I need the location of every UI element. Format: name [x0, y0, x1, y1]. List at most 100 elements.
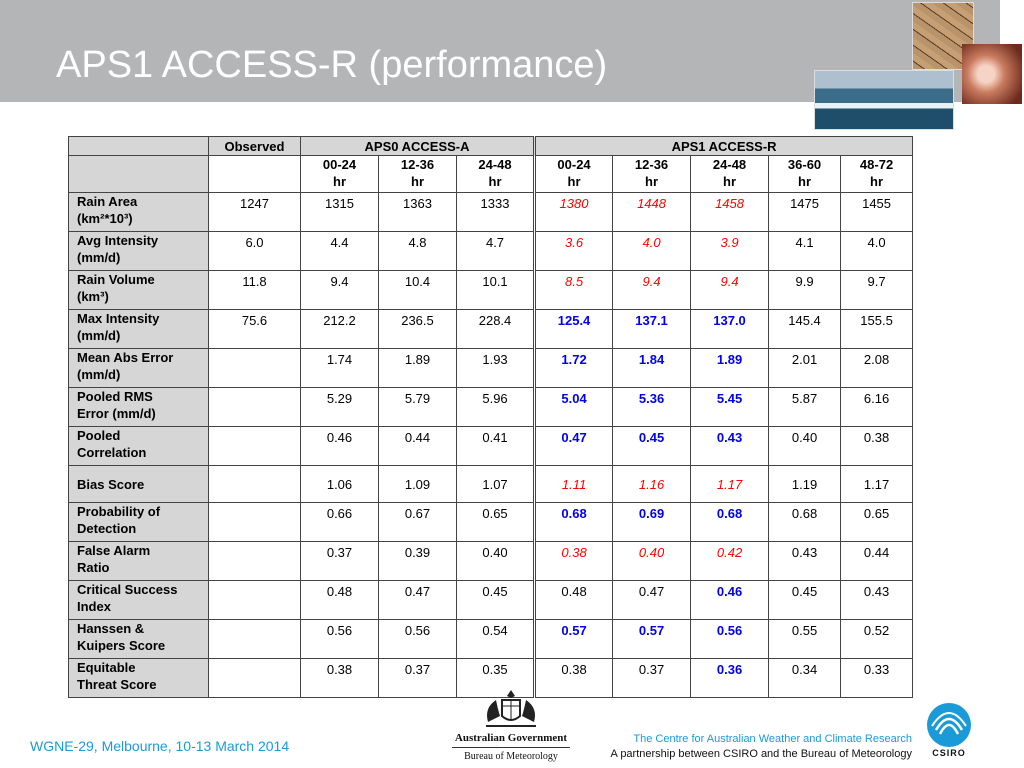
row-label: Bias Score — [68, 465, 209, 503]
row-label: Pooled Correlation — [68, 426, 209, 466]
period-range: 00-24 — [322, 157, 357, 172]
table-row: Probability of Detection 0.66 0.67 0.65 0.68 0… — [68, 502, 914, 542]
table-cell: 0.37 — [378, 658, 457, 698]
row-label: Mean Abs Error (mm/d) — [68, 348, 209, 388]
row-label-line2: Correlation — [77, 445, 147, 460]
row-label: Rain Volume (km³) — [68, 270, 209, 310]
table-cell: 1363 — [378, 192, 457, 232]
row-label-line1: False Alarm — [77, 543, 151, 558]
table-cell: 145.4 — [768, 309, 842, 349]
table-cell: 0.43 — [690, 426, 770, 466]
header-observed: Observed — [208, 136, 301, 156]
table-cell: 5.29 — [300, 387, 379, 427]
table-cell: 0.57 — [612, 619, 692, 659]
table-cell — [208, 502, 301, 542]
csiro-logo-icon — [927, 703, 971, 747]
row-label-line1: Rain Volume — [77, 272, 155, 287]
table-cell: 9.4 — [690, 270, 770, 310]
row-label-line1: Critical Success — [77, 582, 178, 597]
table-cell: 1.09 — [378, 465, 457, 503]
period-range: 24-48 — [478, 157, 512, 172]
table-cell — [208, 619, 301, 659]
performance-table: Observed APS0 ACCESS-A APS1 ACCESS-R 00-… — [68, 136, 914, 698]
row-label: Max Intensity (mm/d) — [68, 309, 209, 349]
table-cell: 137.1 — [612, 309, 692, 349]
table-cell: 75.6 — [208, 309, 301, 349]
table-cell: 0.45 — [768, 580, 842, 620]
row-label-line1: Pooled RMS — [77, 389, 153, 404]
row-label-line2: (mm/d) — [77, 328, 121, 343]
row-label-line1: Hanssen & — [77, 621, 145, 636]
table-cell: 0.44 — [840, 541, 914, 581]
table-cell: 5.45 — [690, 387, 770, 427]
row-label-line2: Threat Score — [77, 677, 157, 692]
table-cell: 228.4 — [455, 309, 536, 349]
header-group-aps1: APS1 ACCESS-R — [533, 136, 914, 156]
table-cell: 1458 — [690, 192, 770, 232]
header-blank — [68, 155, 209, 193]
table-cell: 5.96 — [455, 387, 536, 427]
table-cell: 0.47 — [612, 580, 692, 620]
table-cell: 1380 — [533, 192, 614, 232]
table-cell: 0.57 — [533, 619, 614, 659]
table-row: Hanssen & Kuipers Score 0.56 0.56 0.54 0.57 0.… — [68, 619, 914, 659]
row-label-line1: Probability of — [77, 504, 161, 519]
row-label-line2: Index — [77, 599, 111, 614]
row-label-line1: Rain Area — [77, 194, 138, 209]
period-range: 24-48 — [712, 157, 747, 172]
table-cell: 0.38 — [533, 658, 614, 698]
table-cell: 0.68 — [533, 502, 614, 542]
period-unit: hr — [567, 174, 581, 189]
table-cell: 1333 — [455, 192, 536, 232]
table-cell: 2.01 — [768, 348, 842, 388]
row-label-line2: Ratio — [77, 560, 110, 575]
row-label: Probability of Detection — [68, 502, 209, 542]
table-cell: 1.17 — [840, 465, 914, 503]
header-observed-blank — [208, 155, 301, 193]
row-label: False Alarm Ratio — [68, 541, 209, 581]
table-row: Avg Intensity (mm/d) 6.0 4.4 4.8 4.7 3.6 4.0 3.9… — [68, 231, 914, 271]
table-cell: 1.19 — [768, 465, 842, 503]
table-cell: 10.1 — [455, 270, 536, 310]
period-unit: hr — [411, 174, 424, 189]
table-cell: 0.45 — [455, 580, 536, 620]
period-unit: hr — [723, 174, 737, 189]
table-cell — [208, 426, 301, 466]
table-cell: 9.4 — [612, 270, 692, 310]
table-cell: 0.45 — [612, 426, 692, 466]
table-cell: 0.40 — [455, 541, 536, 581]
period-range: 48-72 — [859, 157, 894, 172]
table-cell: 0.33 — [840, 658, 914, 698]
table-cell: 0.46 — [690, 580, 770, 620]
table-cell: 212.2 — [300, 309, 379, 349]
table-cell: 0.37 — [612, 658, 692, 698]
table-cell: 1448 — [612, 192, 692, 232]
row-label-line2: (km³) — [77, 289, 109, 304]
table-cell: 4.0 — [612, 231, 692, 271]
period-range: 12-36 — [400, 157, 435, 172]
table-cell: 5.36 — [612, 387, 692, 427]
page-title: APS1 ACCESS-R (performance) — [56, 44, 608, 86]
table-cell: 0.56 — [378, 619, 457, 659]
table-cell: 1.74 — [300, 348, 379, 388]
header-period: 00-24 hr — [533, 155, 614, 193]
row-label-line2: (km²*10³) — [77, 211, 133, 226]
row-label-line1: Mean Abs Error — [77, 350, 174, 365]
row-label-line1: Avg Intensity — [77, 233, 159, 248]
coat-of-arms-icon — [486, 690, 536, 727]
header-period: 12-36 hr — [378, 155, 457, 193]
period-unit: hr — [870, 174, 884, 189]
table-cell: 0.66 — [300, 502, 379, 542]
row-label-line2: Error (mm/d) — [77, 406, 156, 421]
table-cell: 0.52 — [840, 619, 914, 659]
table-cell: 1.84 — [612, 348, 692, 388]
table-cell: 0.48 — [300, 580, 379, 620]
period-unit: hr — [798, 174, 812, 189]
australian-government-logo: Australian Government Bureau of Meteorol… — [452, 732, 570, 762]
table-cell: 4.0 — [840, 231, 914, 271]
row-label-line1: Equitable — [77, 660, 136, 675]
table-cell: 0.54 — [455, 619, 536, 659]
period-range: 12-36 — [634, 157, 669, 172]
table-row: Rain Area (km²*10³) 1247 1315 1363 1333 1380 14… — [68, 192, 914, 232]
centre-credit: The Centre for Australian Weather and Cl… — [611, 732, 912, 762]
